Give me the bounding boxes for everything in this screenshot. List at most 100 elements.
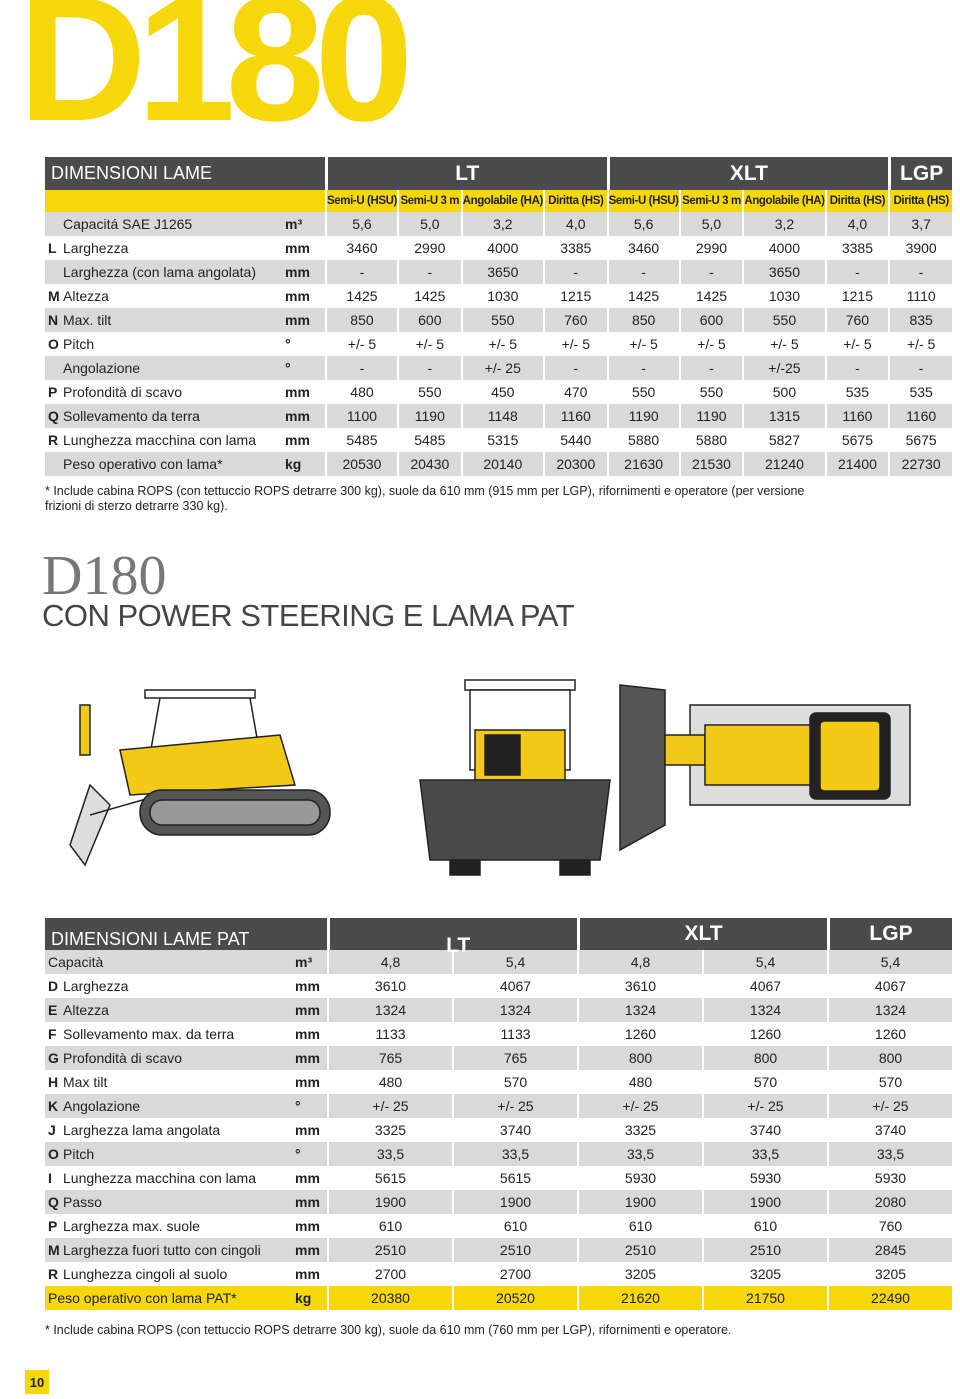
value: 21240 — [742, 452, 825, 476]
value: 20140 — [460, 452, 543, 476]
value: 21630 — [606, 452, 679, 476]
value: 535 — [824, 380, 889, 404]
row-unit: mm — [295, 978, 320, 994]
value: 610 — [702, 1214, 827, 1238]
value: 1260 — [577, 1022, 702, 1046]
value: 33,5 — [452, 1142, 577, 1166]
row-unit: mm — [295, 1046, 327, 1070]
value: 2510 — [327, 1238, 452, 1262]
value: 2845 — [827, 1238, 952, 1262]
value: 33,5 — [827, 1142, 952, 1166]
value: 4000 — [460, 236, 543, 260]
row-letter: F — [48, 1026, 57, 1042]
value: 1425 — [325, 284, 397, 308]
value: 4067 — [827, 974, 952, 998]
value: 1190 — [396, 404, 461, 428]
row-unit: kg — [285, 452, 325, 476]
value: 850 — [606, 308, 679, 332]
column-header: Diritta (HS) — [888, 190, 952, 212]
value: 3385 — [824, 236, 889, 260]
value: 4,8 — [327, 950, 452, 974]
row-unit: ° — [285, 336, 291, 352]
table-title: DIMENSIONI LAME PAT — [45, 918, 327, 952]
row-unit: ° — [295, 1142, 327, 1166]
row-letter: M — [45, 1238, 63, 1262]
value: 1324 — [702, 998, 827, 1022]
value: - — [606, 260, 679, 284]
value: 3740 — [702, 1118, 827, 1142]
value: - — [542, 260, 607, 284]
row-letter: R — [48, 1266, 59, 1282]
value: 850 — [325, 308, 397, 332]
value: 1324 — [577, 998, 702, 1022]
value: 1160 — [542, 404, 607, 428]
row-label: Capacità — [45, 950, 295, 974]
value: 5675 — [824, 428, 889, 452]
row-unit: mm — [285, 240, 310, 256]
row-letter: N — [45, 308, 63, 332]
column-header: Diritta (HS) — [824, 190, 889, 212]
value: 1215 — [824, 284, 889, 308]
value: - — [325, 260, 397, 284]
value: 5930 — [702, 1166, 827, 1190]
value: 21750 — [702, 1286, 827, 1310]
value: 4067 — [452, 974, 577, 998]
value: 550 — [606, 380, 679, 404]
value: 4,0 — [824, 212, 889, 236]
row-label: Altezza — [63, 288, 109, 304]
value: 1215 — [542, 284, 607, 308]
row-letter: P — [48, 1218, 58, 1234]
value: 5,0 — [396, 212, 461, 236]
row-letter — [45, 212, 63, 236]
row-letter: K — [45, 1094, 63, 1118]
column-header: Semi-U (HSU) — [325, 190, 397, 212]
row-unit: ° — [295, 1094, 327, 1118]
dozer-front — [419, 679, 611, 876]
value: 3325 — [327, 1118, 452, 1142]
row-label: Larghezza lama angolata — [63, 1122, 221, 1138]
value: 5485 — [396, 428, 461, 452]
value: 1133 — [327, 1022, 452, 1046]
row-letter: E — [45, 998, 63, 1022]
value: 33,5 — [577, 1142, 702, 1166]
footnote: * Include cabina ROPS (con tettuccio ROP… — [45, 484, 805, 513]
value: 610 — [577, 1214, 702, 1238]
value: 800 — [827, 1046, 952, 1070]
value: 1190 — [678, 404, 743, 428]
row-unit: mm — [285, 260, 325, 284]
row-label: Peso operativo con lama PAT* — [45, 1286, 295, 1310]
value: +/- 25 — [577, 1094, 702, 1118]
group-header: XLT — [577, 918, 827, 950]
value: 3,2 — [742, 212, 825, 236]
value: 5615 — [327, 1166, 452, 1190]
value: 5,4 — [702, 950, 827, 974]
row-label: Altezza — [63, 998, 295, 1022]
value: 1900 — [452, 1190, 577, 1214]
value: 2510 — [702, 1238, 827, 1262]
value: 2990 — [396, 236, 461, 260]
value: - — [325, 356, 397, 380]
dozer-drawings — [69, 679, 911, 876]
value: 600 — [678, 308, 743, 332]
value: 5,6 — [325, 212, 397, 236]
column-header: Semi-U 3 m — [396, 190, 461, 212]
row-label: Lunghezza cingoli al suolo — [63, 1266, 228, 1282]
value: 3385 — [542, 236, 607, 260]
value: 1160 — [888, 404, 952, 428]
value: 21620 — [577, 1286, 702, 1310]
value: 765 — [327, 1046, 452, 1070]
dozer-side — [69, 689, 331, 867]
value: 5315 — [460, 428, 543, 452]
value: 2510 — [452, 1238, 577, 1262]
value: - — [396, 356, 461, 380]
value: 1315 — [742, 404, 825, 428]
group-header: LGP — [888, 157, 952, 190]
value: 1110 — [888, 284, 952, 308]
value: 1148 — [460, 404, 543, 428]
row-unit: mm — [285, 404, 325, 428]
row-unit: kg — [295, 1286, 327, 1310]
group-header: LT — [327, 918, 577, 957]
value: 5930 — [827, 1166, 952, 1190]
value: 3740 — [452, 1118, 577, 1142]
value: 2700 — [452, 1262, 577, 1286]
